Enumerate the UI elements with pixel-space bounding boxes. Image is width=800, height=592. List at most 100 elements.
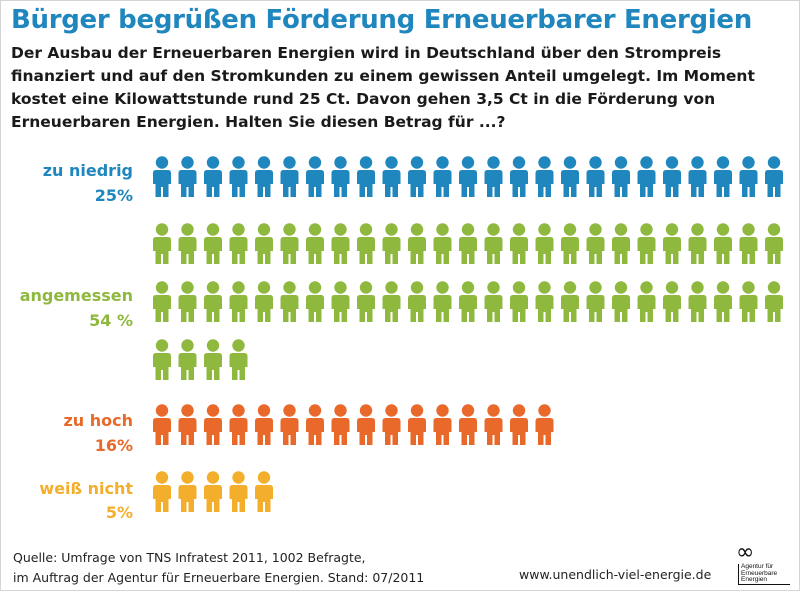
person-icon-angemessen-35 [382,281,401,322]
person-icon-angemessen-34 [357,281,375,322]
person-icon-zu-hoch-15 [510,404,528,445]
person-icon-angemessen-22 [688,223,707,264]
person-icon-weiss-nicht-2 [178,471,197,512]
person-icon-zu-niedrig-16 [535,156,554,197]
person-icon-angemessen-8 [331,223,350,264]
person-icon-zu-hoch-2 [178,404,197,445]
person-icon-angemessen-30 [255,281,273,322]
person-icon-angemessen-37 [433,281,452,322]
person-icon-angemessen-33 [331,281,350,322]
person-icon-zu-niedrig-25 [765,156,783,197]
person-icon-zu-niedrig-22 [688,156,707,197]
person-icon-angemessen-53 [204,339,222,380]
person-icon-zu-niedrig-2 [178,156,197,197]
person-icon-angemessen-49 [739,281,758,322]
person-icon-weiss-nicht-4 [229,471,248,512]
person-icon-zu-hoch-12 [433,404,452,445]
logo-text-line-1: Agentur für [741,563,774,570]
category-value-zu-hoch: 16% [94,436,133,455]
person-icon-angemessen-52 [178,339,197,380]
person-icon-angemessen-42 [561,281,579,322]
person-icon-angemessen-21 [663,223,681,264]
person-icon-angemessen-16 [535,223,554,264]
person-icon-angemessen-6 [280,223,299,264]
person-icon-angemessen-11 [408,223,426,264]
person-icon-zu-niedrig-18 [586,156,605,197]
person-icon-zu-niedrig-10 [382,156,401,197]
person-icon-angemessen-36 [408,281,426,322]
person-icon-angemessen-54 [229,339,248,380]
person-icon-angemessen-24 [739,223,758,264]
person-icon-zu-hoch-14 [484,404,503,445]
person-icon-angemessen-40 [510,281,528,322]
person-icon-zu-niedrig-6 [280,156,299,197]
person-icon-angemessen-7 [306,223,324,264]
person-icon-zu-niedrig-21 [663,156,681,197]
person-icon-angemessen-51 [153,339,171,380]
infinity-icon: ∞ [736,540,755,565]
website-link[interactable]: www.unendlich-viel-energie.de [519,567,712,582]
person-icon-weiss-nicht-5 [255,471,273,512]
person-icon-zu-hoch-3 [204,404,222,445]
agency-logo: ∞ Agentur für Erneuerbare Energien [734,540,794,587]
person-icon-angemessen-39 [484,281,503,322]
person-icon-zu-niedrig-11 [408,156,426,197]
category-label-zu-niedrig: zu niedrig [42,161,133,180]
person-icon-zu-niedrig-4 [229,156,248,197]
person-icon-zu-niedrig-20 [637,156,656,197]
person-icon-zu-niedrig-23 [714,156,732,197]
person-icon-angemessen-4 [229,223,248,264]
person-icon-weiss-nicht-1 [153,471,171,512]
person-icon-zu-niedrig-14 [484,156,503,197]
person-icon-angemessen-31 [280,281,299,322]
person-icon-zu-hoch-10 [382,404,401,445]
person-icon-zu-niedrig-5 [255,156,273,197]
person-icon-zu-hoch-4 [229,404,248,445]
category-value-angemessen: 54 % [89,311,133,330]
person-icon-angemessen-14 [484,223,503,264]
person-icon-angemessen-47 [688,281,707,322]
person-icon-zu-hoch-16 [535,404,554,445]
person-icon-zu-niedrig-24 [739,156,758,197]
person-icon-angemessen-25 [765,223,783,264]
logo-wordmark: Agentur für Erneuerbare Energien [738,563,790,585]
person-icon-angemessen-19 [612,223,630,264]
person-icon-zu-niedrig-12 [433,156,452,197]
person-icon-angemessen-41 [535,281,554,322]
person-icon-angemessen-10 [382,223,401,264]
person-icon-angemessen-17 [561,223,579,264]
person-icon-angemessen-32 [306,281,324,322]
person-icon-angemessen-46 [663,281,681,322]
page-title: Bürger begrüßen Förderung Erneuerbarer E… [11,5,752,35]
person-icon-zu-hoch-13 [459,404,477,445]
person-icon-angemessen-9 [357,223,375,264]
person-icon-zu-hoch-5 [255,404,273,445]
person-icon-zu-niedrig-7 [306,156,324,197]
person-icon-zu-hoch-9 [357,404,375,445]
person-icon-angemessen-38 [459,281,477,322]
person-icon-zu-niedrig-15 [510,156,528,197]
person-icon-angemessen-18 [586,223,605,264]
survey-question: Der Ausbau der Erneuerbaren Energien wir… [11,44,755,131]
person-icon-zu-niedrig-8 [331,156,350,197]
person-icon-zu-hoch-6 [280,404,299,445]
person-icon-angemessen-29 [229,281,248,322]
person-icon-zu-hoch-7 [306,404,324,445]
category-label-weiss-nicht: weiß nicht [39,479,133,498]
person-icon-angemessen-3 [204,223,222,264]
person-icon-angemessen-50 [765,281,783,322]
person-icon-angemessen-1 [153,223,171,264]
person-icon-angemessen-23 [714,223,732,264]
person-icon-zu-niedrig-17 [561,156,579,197]
source-note: Quelle: Umfrage von TNS Infratest 2011, … [13,548,493,588]
person-icon-zu-hoch-8 [331,404,350,445]
person-icon-angemessen-27 [178,281,197,322]
person-icon-angemessen-5 [255,223,273,264]
person-icon-angemessen-43 [586,281,605,322]
person-icon-zu-hoch-11 [408,404,426,445]
source-line-1: Quelle: Umfrage von TNS Infratest 2011, … [13,550,366,565]
person-icon-angemessen-12 [433,223,452,264]
person-icon-angemessen-2 [178,223,197,264]
